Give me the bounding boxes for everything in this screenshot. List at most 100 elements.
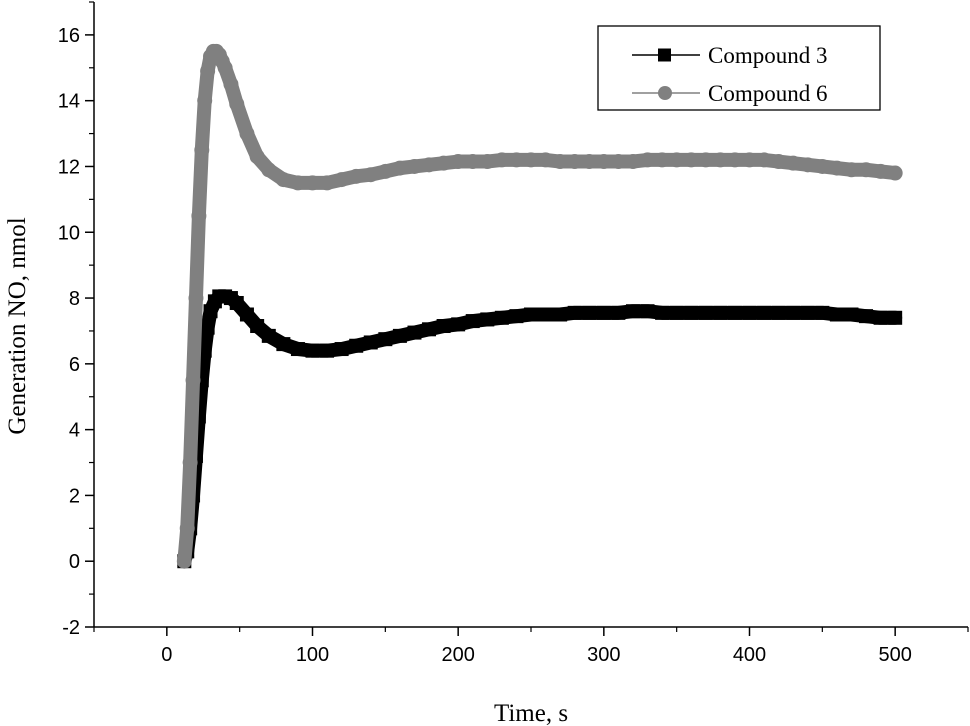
data-point [800, 305, 815, 320]
y-tick-label: 12 [58, 156, 80, 178]
data-point [229, 96, 245, 112]
data-point [392, 160, 408, 176]
data-point [742, 305, 757, 320]
data-point [655, 305, 670, 320]
data-point [305, 343, 320, 358]
legend-label: Compound 6 [708, 81, 827, 106]
data-point [290, 175, 306, 191]
x-tick-label: 300 [587, 644, 620, 666]
data-point [859, 309, 874, 324]
data-point [771, 305, 786, 320]
data-point [829, 160, 845, 176]
data-point [290, 342, 305, 357]
data-point [873, 163, 889, 179]
data-point [406, 158, 422, 174]
data-point [200, 63, 216, 79]
data-point [451, 317, 466, 332]
data-point [275, 172, 291, 188]
data-point [611, 305, 626, 320]
y-tick-label: 4 [69, 420, 80, 442]
y-tick-label: 8 [69, 288, 80, 310]
data-point [727, 152, 743, 168]
data-point [698, 305, 713, 320]
data-point [538, 152, 554, 168]
data-point [261, 328, 276, 343]
x-tick-label: 0 [161, 644, 172, 666]
data-point [538, 307, 553, 322]
data-point [465, 154, 481, 170]
series-2 [176, 43, 903, 569]
data-point [654, 152, 670, 168]
data-point [873, 310, 888, 325]
data-point [508, 152, 524, 168]
data-point [480, 312, 495, 327]
data-point [377, 163, 393, 179]
data-point [669, 152, 685, 168]
x-axis-title: Time, s [494, 700, 568, 726]
data-point [596, 305, 611, 320]
data-point [250, 319, 265, 334]
data-point [249, 149, 265, 165]
data-point [197, 93, 213, 109]
data-point [552, 154, 568, 170]
data-point [581, 154, 597, 170]
data-point [378, 332, 393, 347]
x-tick-label: 200 [441, 644, 474, 666]
data-point [276, 337, 291, 352]
legend-marker [658, 86, 672, 100]
x-tick-label: 100 [296, 644, 329, 666]
data-point [727, 305, 742, 320]
data-point [625, 304, 640, 319]
y-tick-label: 10 [58, 222, 80, 244]
data-point [887, 165, 903, 181]
data-point [223, 76, 239, 92]
data-point [465, 314, 480, 329]
data-point [800, 157, 816, 173]
data-point [713, 305, 728, 320]
data-point [888, 310, 903, 325]
data-point [191, 208, 207, 224]
data-point [422, 322, 437, 337]
data-point [421, 157, 437, 173]
data-point [669, 305, 684, 320]
y-tick-label: 6 [69, 354, 80, 376]
data-point [815, 305, 830, 320]
legend-marker [658, 48, 671, 62]
y-tick-label: -2 [62, 617, 80, 639]
data-point [844, 307, 859, 322]
y-tick-label: 0 [69, 551, 80, 573]
data-point [771, 154, 787, 170]
data-point [217, 60, 233, 76]
data-point [814, 158, 830, 174]
data-point [334, 172, 350, 188]
data-point [858, 162, 874, 178]
data-point [640, 152, 656, 168]
data-point [567, 305, 582, 320]
data-point [523, 152, 539, 168]
legend-box [597, 25, 881, 111]
data-point [436, 319, 451, 334]
data-point [479, 154, 495, 170]
data-point [785, 155, 801, 171]
data-point [363, 335, 378, 350]
axes: -2 0 2 4 6 8 10 12 14 16 0 100 200 300 400 500 [58, 1, 969, 666]
data-point [407, 325, 422, 340]
data-point [188, 290, 204, 306]
data-point [261, 162, 277, 178]
data-point [305, 175, 320, 191]
y-axis-title: Generation NO, nmol [4, 217, 31, 434]
data-point [176, 553, 192, 569]
series-line [177, 289, 903, 569]
data-point [582, 305, 597, 320]
data-point [786, 305, 801, 320]
data-point [179, 520, 195, 536]
y-tick-label: 16 [58, 25, 80, 47]
data-point [757, 305, 772, 320]
data-point [843, 162, 859, 178]
data-point [553, 307, 568, 322]
data-point [392, 328, 407, 343]
series-1 [177, 289, 903, 569]
data-point [320, 343, 335, 358]
data-point [742, 152, 757, 168]
